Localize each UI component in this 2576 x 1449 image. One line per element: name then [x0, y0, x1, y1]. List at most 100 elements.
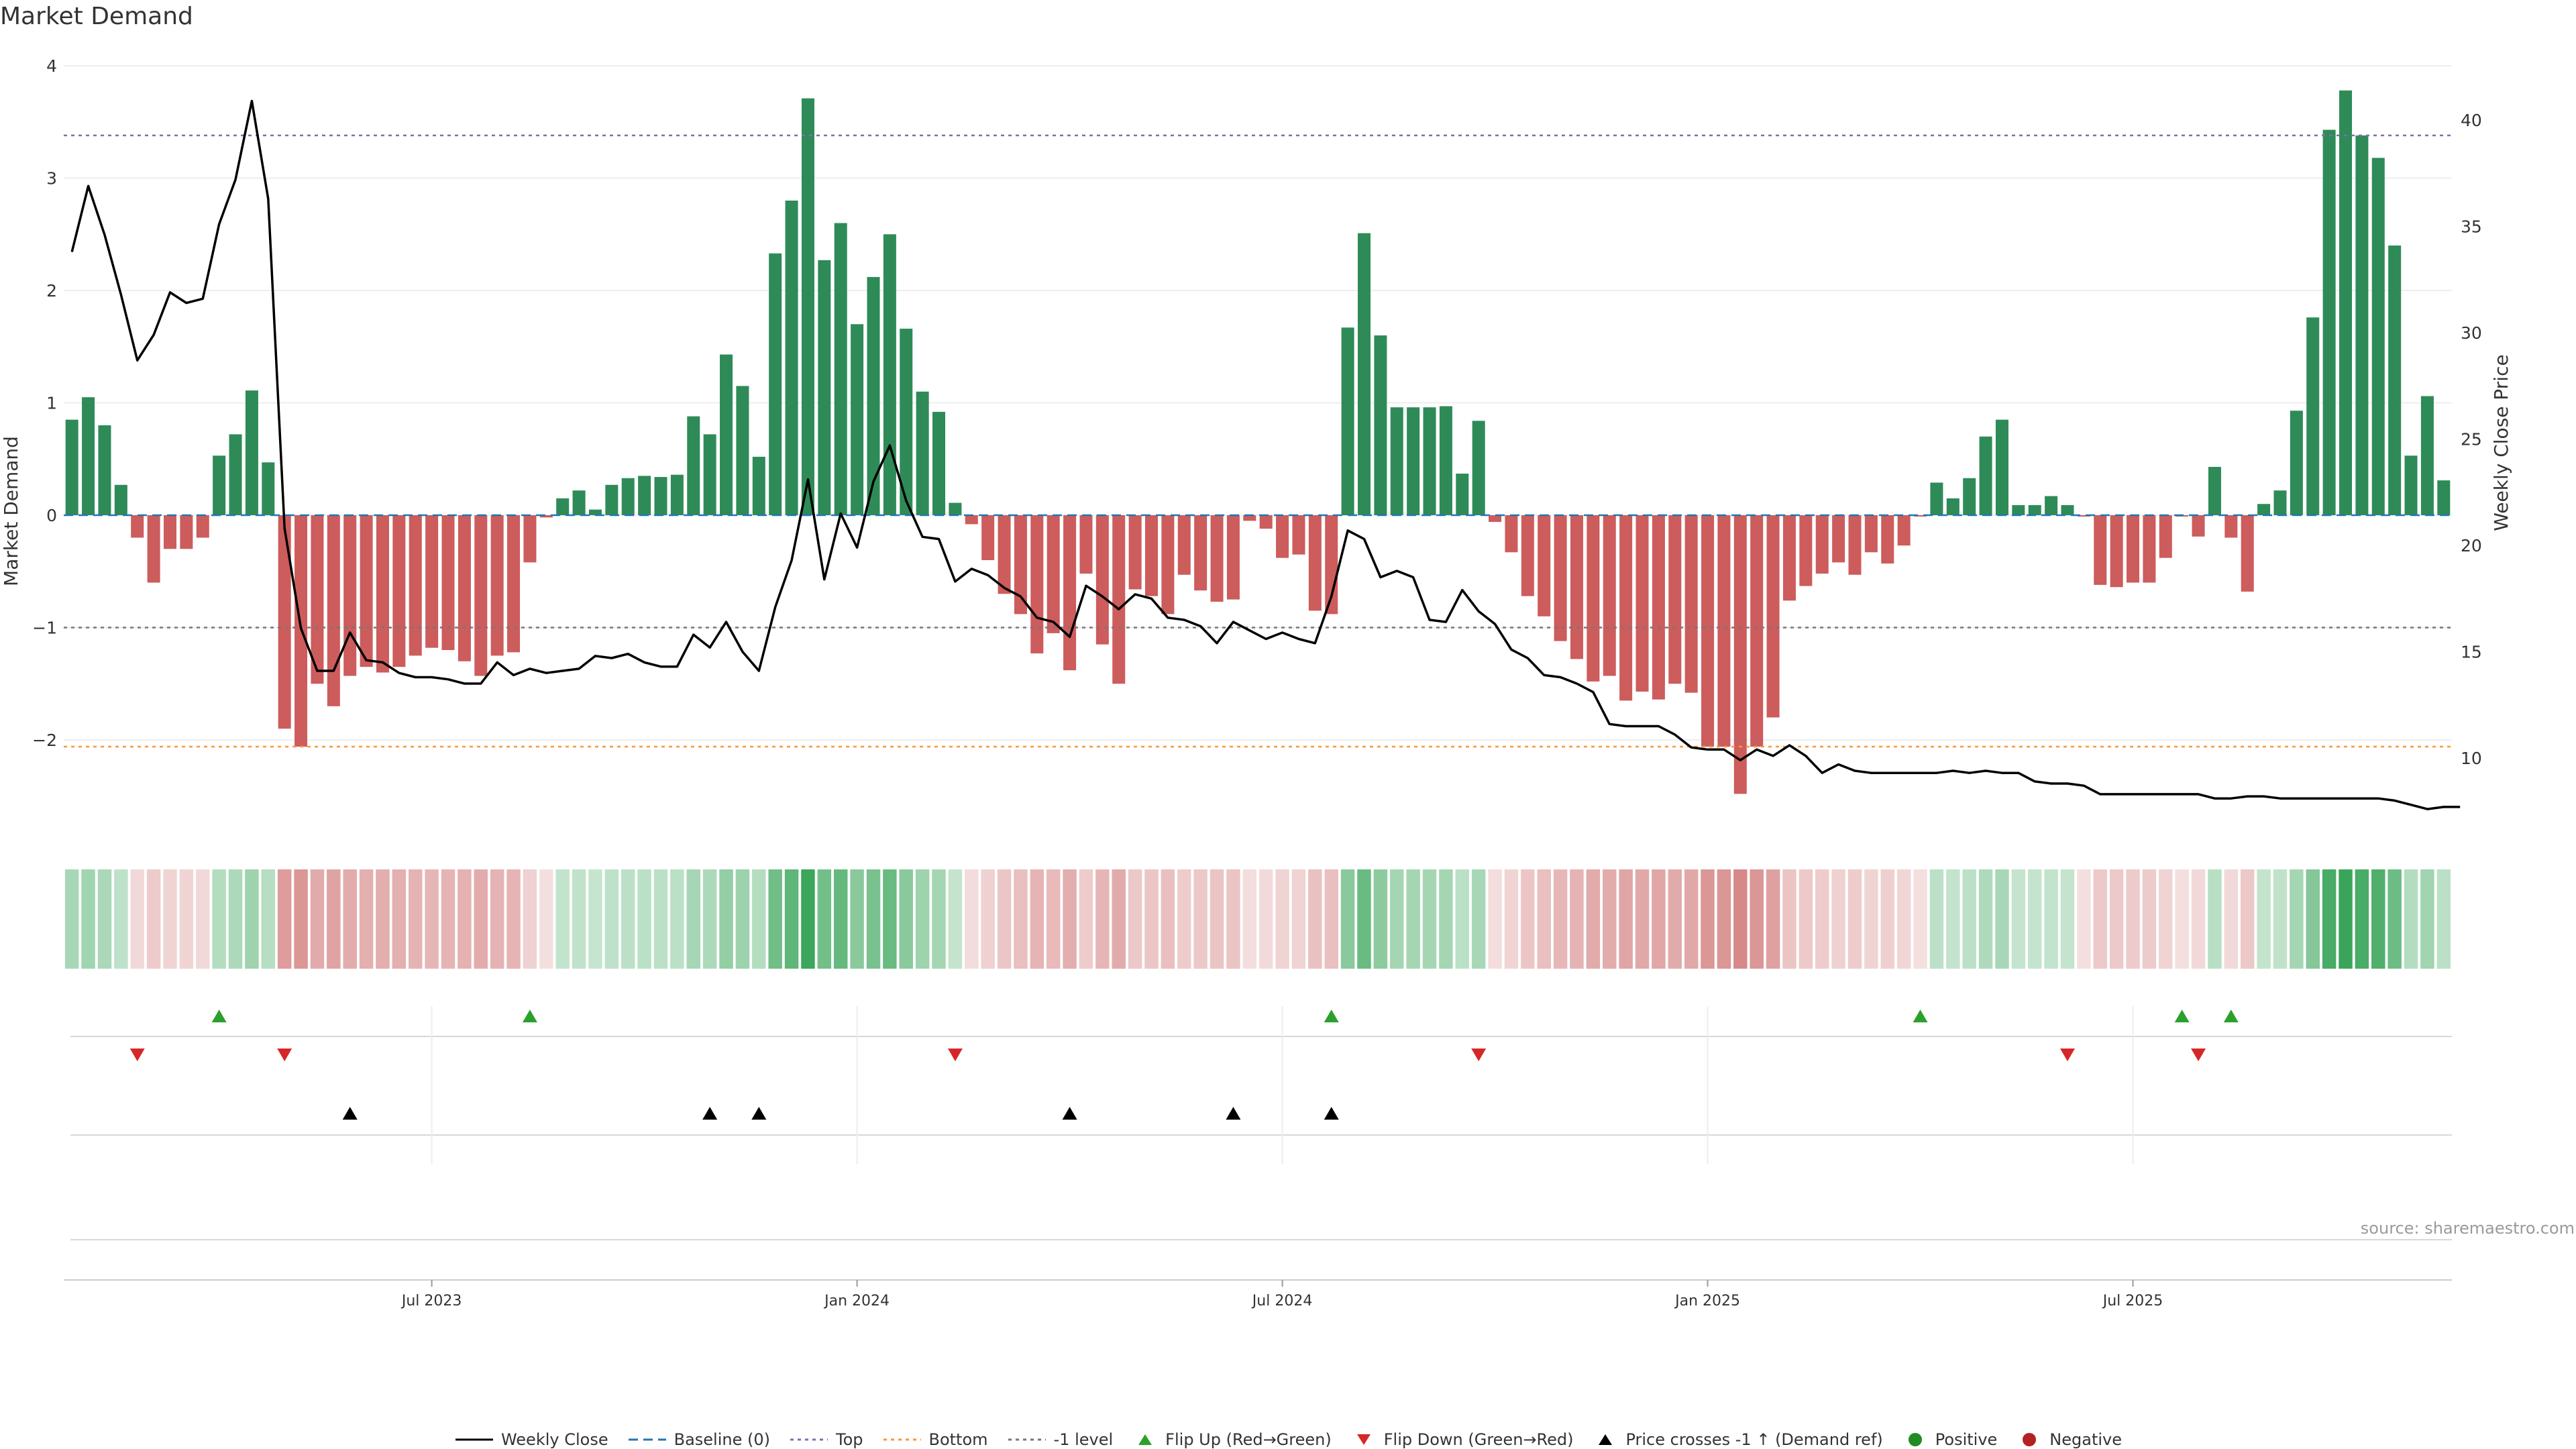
intensity-cell: [1717, 869, 1731, 969]
intensity-cell: [1586, 869, 1601, 969]
demand-bar: [588, 509, 602, 515]
demand-bar: [1799, 515, 1813, 586]
demand-bar: [1782, 515, 1796, 601]
intensity-cell: [784, 869, 799, 969]
flip-down-marker: [1471, 1049, 1487, 1061]
demand-bar: [1325, 515, 1338, 614]
intensity-cell: [948, 869, 963, 969]
demand-bar: [883, 234, 896, 515]
intensity-cell: [2436, 869, 2451, 969]
intensity-cell: [997, 869, 1012, 969]
legend-label: Positive: [1935, 1430, 1998, 1449]
intensity-cell: [310, 869, 325, 969]
demand-bar: [65, 419, 78, 515]
demand-bar: [2371, 158, 2385, 516]
demand-bar: [98, 425, 111, 515]
intensity-cell: [146, 869, 161, 969]
intensity-cell: [1291, 869, 1306, 969]
intensity-cell: [1652, 869, 1666, 969]
intensity-cell: [1635, 869, 1650, 969]
intensity-cell: [425, 869, 439, 969]
legend-swatch: [1007, 1432, 1047, 1448]
demand-bar: [458, 515, 471, 661]
y2-tick-label: 35: [2461, 217, 2482, 237]
demand-bar: [769, 253, 782, 515]
legend: Weekly Close Baseline (0) Top Bottom -1 leve…: [0, 1430, 2576, 1449]
intensity-cell: [2159, 869, 2173, 969]
intensity-cell: [1128, 869, 1142, 969]
intensity-cell: [1079, 869, 1093, 969]
legend-price-cross: Price crosses -1 ↑ (Demand ref): [1592, 1430, 1883, 1449]
flip-up-marker: [1913, 1010, 1928, 1022]
intensity-cell: [2175, 869, 2189, 969]
intensity-cell: [1112, 869, 1126, 969]
demand-bar: [1112, 515, 1126, 684]
intensity-cell: [653, 869, 668, 969]
demand-bar: [1717, 515, 1731, 747]
intensity-cell: [1896, 869, 1911, 969]
intensity-cell: [2371, 869, 2385, 969]
intensity-cell: [1210, 869, 1224, 969]
demand-bar: [539, 515, 553, 518]
demand-bar: [2322, 129, 2336, 516]
demand-bar: [1194, 515, 1208, 591]
demand-bar: [1766, 515, 1780, 718]
legend-label: -1 level: [1053, 1430, 1114, 1449]
chart-title: Market Demand: [0, 3, 193, 30]
intensity-cell: [1521, 869, 1535, 969]
intensity-cell: [1193, 869, 1208, 969]
flip-up-marker: [1324, 1010, 1339, 1022]
demand-bar: [687, 416, 700, 515]
intensity-cell: [932, 869, 946, 969]
demand-bar: [1897, 515, 1911, 546]
legend-label: Baseline (0): [674, 1430, 770, 1449]
legend-swatch: [882, 1432, 922, 1448]
intensity-cell: [1847, 869, 1862, 969]
demand-bar: [932, 411, 946, 515]
flip-down-marker: [2059, 1049, 2075, 1061]
y-tick-label: −1: [32, 619, 57, 638]
demand-bar: [278, 515, 291, 729]
intensity-cell: [1619, 869, 1633, 969]
intensity-cell: [1553, 869, 1568, 969]
y2-tick-label: 10: [2461, 749, 2482, 768]
intensity-cell: [539, 869, 553, 969]
intensity-cell: [1063, 869, 1077, 969]
demand-bar: [1864, 515, 1878, 553]
demand-bar: [1439, 406, 1452, 515]
intensity-cell: [1831, 869, 1845, 969]
demand-bar: [621, 478, 635, 515]
demand-bar: [1079, 515, 1093, 574]
demand-bar: [1292, 515, 1305, 555]
demand-bar: [1046, 515, 1060, 633]
legend-label: Flip Down (Green→Red): [1383, 1430, 1574, 1449]
demand-bar: [1308, 515, 1322, 611]
intensity-cell: [752, 869, 766, 969]
price-cross-marker: [1062, 1107, 1077, 1120]
y-tick-label: 1: [46, 394, 57, 413]
intensity-cell: [768, 869, 782, 969]
legend-swatch: [1350, 1432, 1377, 1448]
intensity-cell: [588, 869, 602, 969]
flip-down-marker: [947, 1049, 963, 1061]
y-tick-label: 3: [46, 169, 57, 189]
demand-bar: [1848, 515, 1862, 575]
intensity-cell: [506, 869, 521, 969]
demand-bar: [703, 434, 716, 515]
demand-bar: [213, 455, 226, 515]
intensity-cell: [1014, 869, 1028, 969]
demand-bar: [163, 515, 177, 549]
intensity-cell: [490, 869, 504, 969]
intensity-cell: [1308, 869, 1322, 969]
intensity-cell: [212, 869, 226, 969]
demand-bar: [131, 515, 144, 538]
intensity-cell: [179, 869, 194, 969]
intensity-cell: [2290, 869, 2304, 969]
demand-bar: [1390, 407, 1403, 515]
legend-baseline: Baseline (0): [627, 1430, 770, 1449]
demand-bar: [818, 260, 831, 515]
demand-bar: [1570, 515, 1583, 659]
demand-bar: [474, 515, 488, 676]
demand-bar: [1226, 515, 1240, 600]
demand-bar: [1750, 515, 1764, 747]
